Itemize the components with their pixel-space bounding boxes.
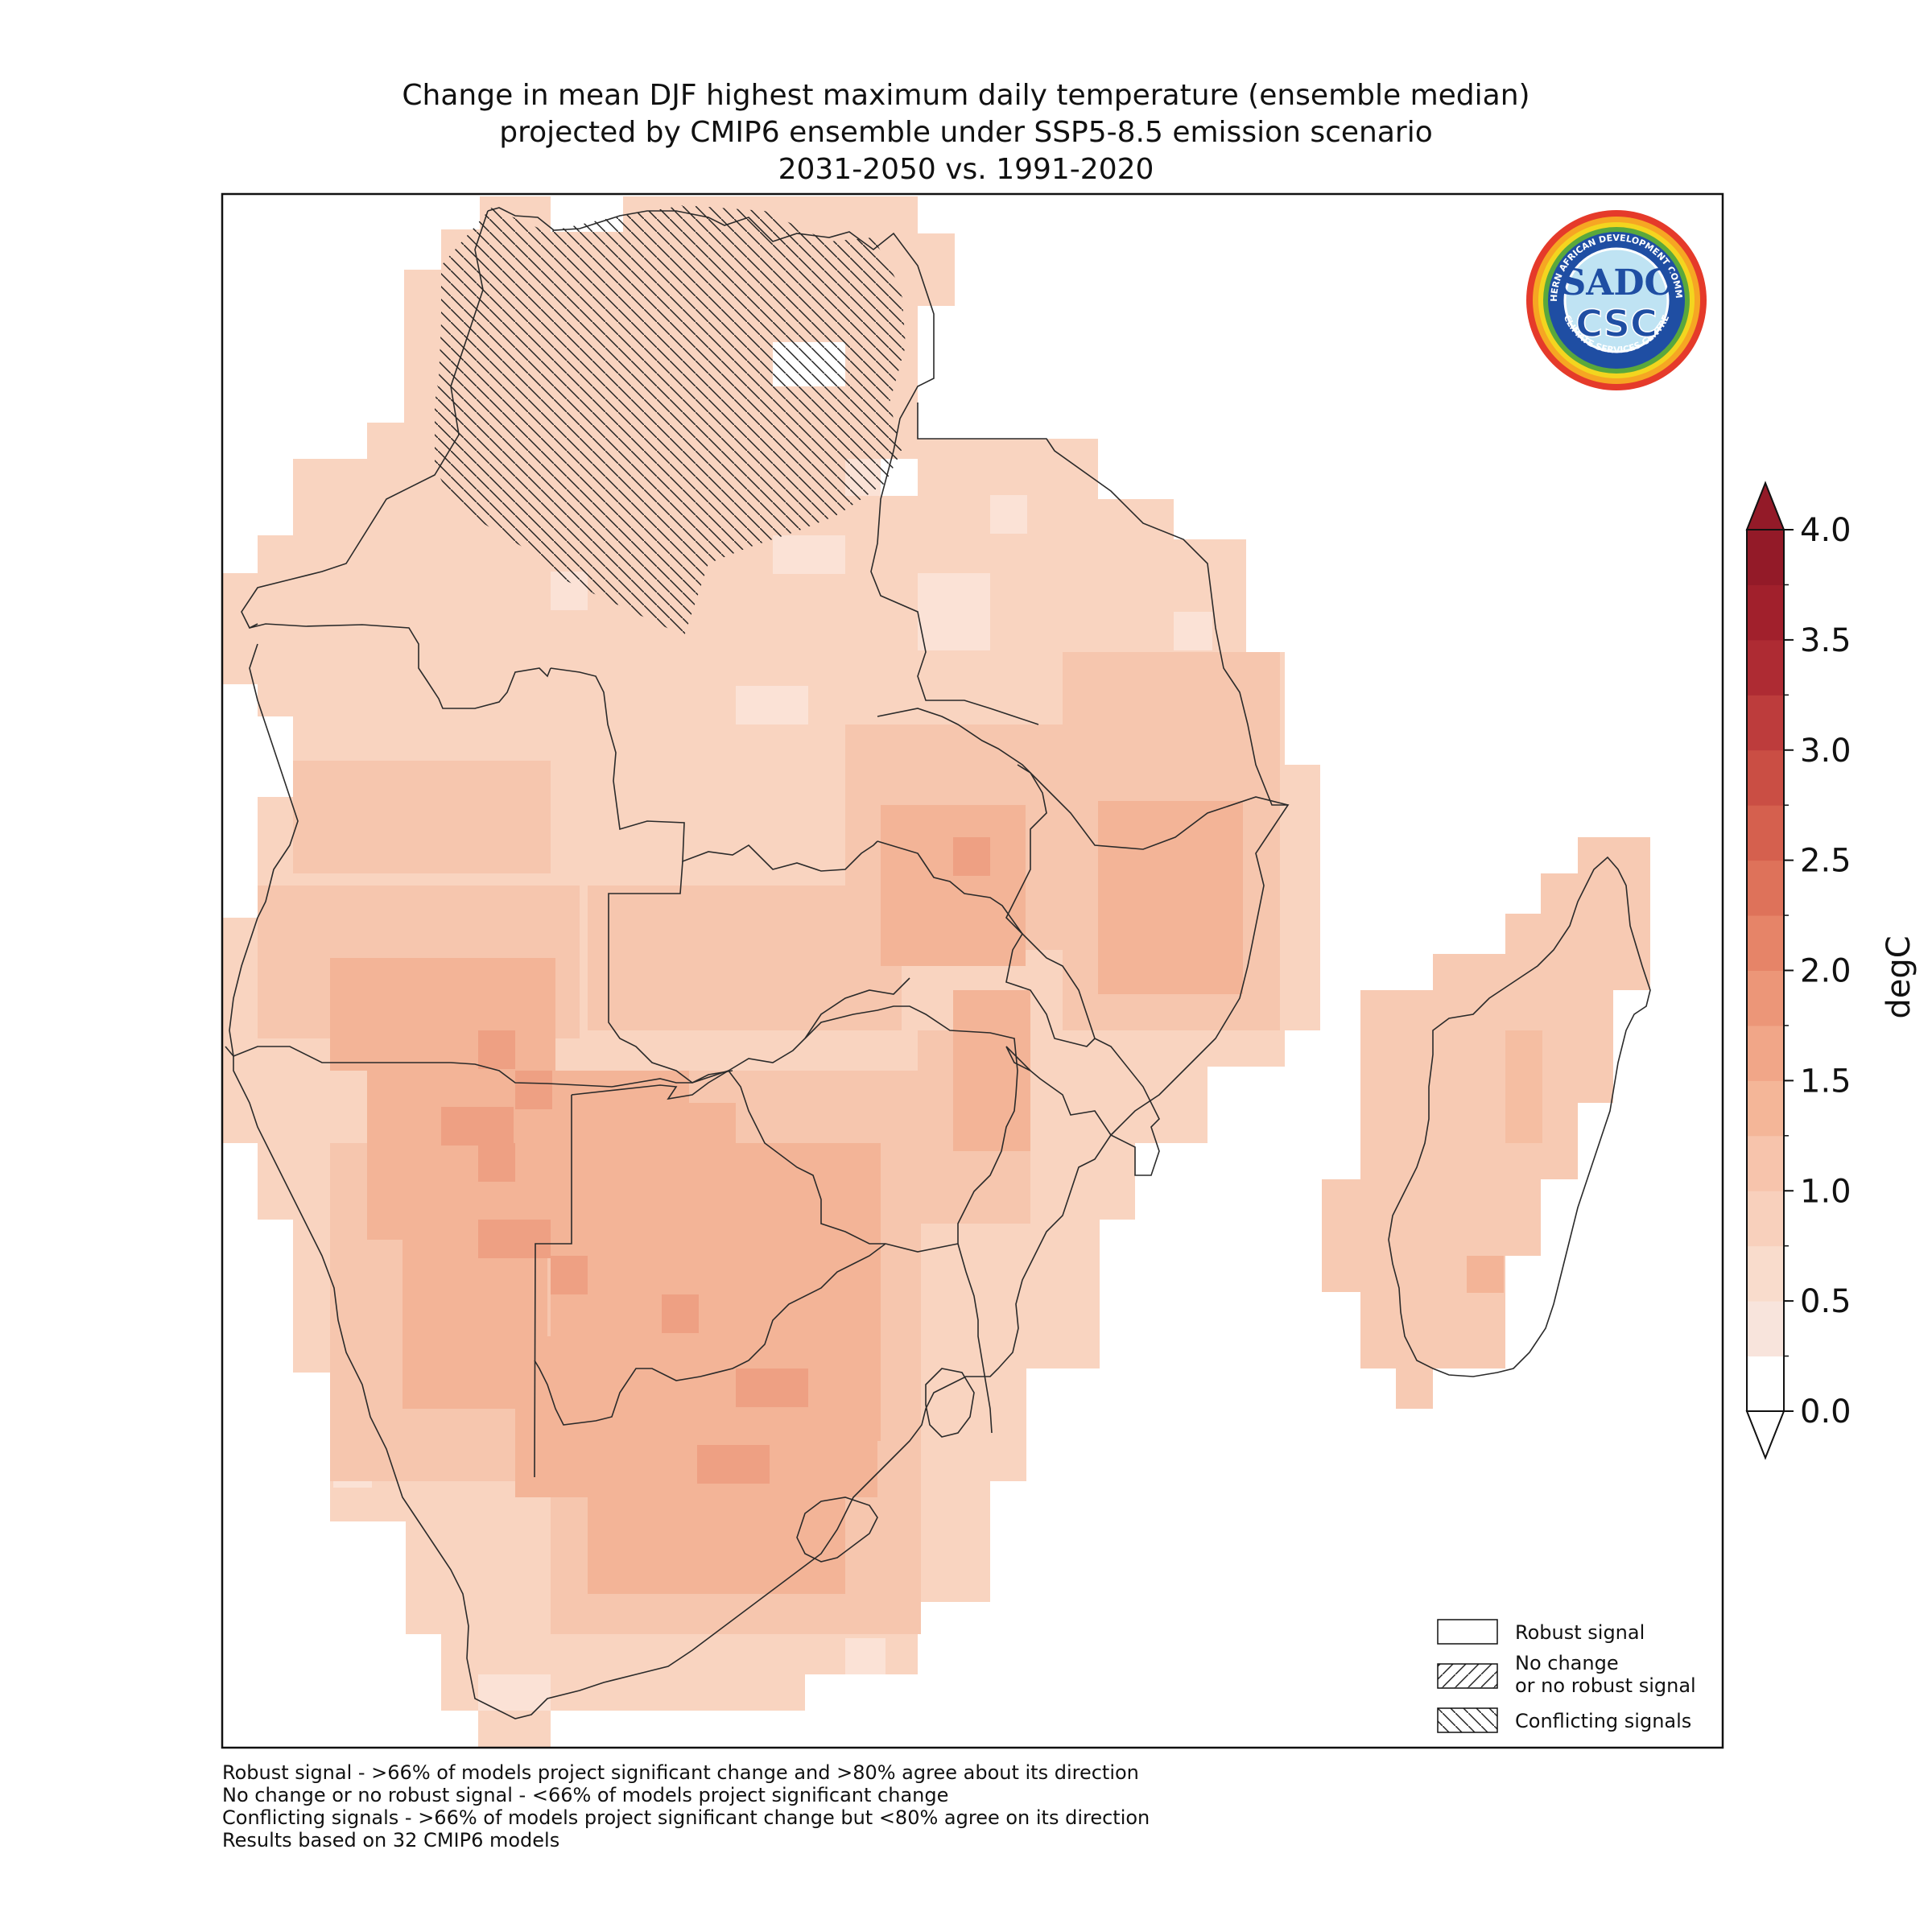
title-line-3: 2031-2050 vs. 1991-2020 [778, 153, 1154, 186]
colorbar-segment [1747, 1245, 1784, 1302]
coastline-east [225, 1046, 1112, 1719]
madagascar-high-cell [1467, 1256, 1504, 1293]
legend: Robust signal No change or no robust sig… [1437, 1619, 1696, 1733]
border-south-africa-north [534, 1243, 886, 1426]
coastline-madagascar [1388, 856, 1651, 1377]
legend-swatch-conflicting [1437, 1707, 1498, 1733]
title-line-2: projected by CMIP6 ensemble under SSP5-8… [499, 116, 1433, 149]
coastline-angola [229, 643, 299, 1057]
border-tanzania-south [877, 708, 1289, 850]
colorbar-tick-label: 2.5 [1800, 843, 1852, 880]
map-frame [221, 192, 1724, 1749]
colorbar-segment [1747, 530, 1784, 585]
colorbar-segment [1747, 1135, 1784, 1191]
logo-csc-text: CSC [1575, 302, 1657, 345]
border-drc-west [241, 210, 489, 630]
colorbar-tick-label: 0.0 [1800, 1393, 1852, 1430]
country-borders [225, 207, 1651, 1719]
colorbar-segment [1747, 915, 1784, 971]
border-namibia-north [233, 1046, 733, 1088]
madagascar-mid-cell [1505, 1030, 1542, 1143]
colorbar-tick-label: 2.0 [1800, 953, 1852, 990]
border-lesotho [796, 1496, 878, 1563]
colorbar-segment [1747, 970, 1784, 1026]
colorbar-unit-label: degC [1880, 935, 1918, 1018]
footnotes: Robust signal - >66% of models project s… [222, 1761, 1150, 1852]
logo-sadc-text: SADC [1560, 262, 1672, 303]
border-eswatini [925, 1368, 975, 1438]
footnote-conflicting: Conflicting signals - >66% of models pro… [222, 1806, 1150, 1829]
heatmap-field [222, 196, 1320, 1747]
colorbar-tick-label: 3.5 [1800, 622, 1852, 659]
madagascar-field [1322, 837, 1650, 1409]
title-line-1: Change in mean DJF highest maximum daily… [402, 79, 1530, 112]
border-tanzania [917, 402, 1290, 1136]
border-zambia-east [1005, 1046, 1031, 1071]
colorbar-extend-max [1745, 481, 1785, 530]
border-angola-zambia [608, 861, 729, 1084]
border-zambia [877, 840, 1160, 1176]
legend-swatch-no-change [1437, 1663, 1498, 1689]
colorbar: 0.0 0.5 1.0 1.5 2.0 2.5 3.0 3.5 4.0 [1745, 481, 1852, 1460]
colorbar-segment [1747, 860, 1784, 916]
map-title: Change in mean DJF highest maximum daily… [0, 77, 1932, 188]
footnote-models: Results based on 32 CMIP6 models [222, 1829, 560, 1852]
logo-center [1563, 247, 1670, 353]
madagascar-shape [1322, 837, 1650, 1409]
colorbar-tick-label: 0.5 [1800, 1283, 1852, 1320]
colorbar-segment [1747, 584, 1784, 641]
colorbar-tick-label: 3.0 [1800, 733, 1852, 770]
colorbar-segment [1747, 1191, 1784, 1247]
border-zimbabwe [804, 1005, 1018, 1253]
colorbar-segment [1747, 1301, 1784, 1357]
colorbar-segment [1747, 1025, 1784, 1081]
legend-label-conflicting: Conflicting signals [1515, 1710, 1691, 1732]
colorbar-tick-label: 1.0 [1800, 1173, 1852, 1210]
border-botswana [571, 1069, 886, 1245]
highest-value-cells [441, 837, 990, 1484]
colorbar-segment [1747, 805, 1784, 861]
legend-label-no-change: No change or no robust signal [1515, 1652, 1696, 1697]
footnote-robust: Robust signal - >66% of models project s… [222, 1761, 1139, 1784]
colorbar-extend-min [1745, 1410, 1785, 1460]
coastline-west [487, 207, 1039, 725]
footnote-no-change: No change or no robust signal - <66% of … [222, 1784, 949, 1806]
border-mozambique [957, 1243, 993, 1434]
high-value-cells [330, 801, 1243, 1594]
border-malawi [1005, 764, 1096, 1039]
colorbar-tick-label: 4.0 [1800, 512, 1852, 549]
colorbar-tick-label: 1.5 [1800, 1063, 1852, 1100]
colorbar-segment [1747, 639, 1784, 696]
colorbar-segment [1747, 1080, 1784, 1137]
legend-swatch-robust [1437, 1619, 1498, 1645]
border-angola-north [249, 623, 551, 709]
colorbar-segment [1747, 1356, 1784, 1412]
border-zambia-zimbabwe [728, 977, 910, 1071]
colorbar-segment [1747, 749, 1784, 806]
legend-label-robust: Robust signal [1515, 1621, 1645, 1644]
colorbar-segment [1747, 695, 1784, 751]
